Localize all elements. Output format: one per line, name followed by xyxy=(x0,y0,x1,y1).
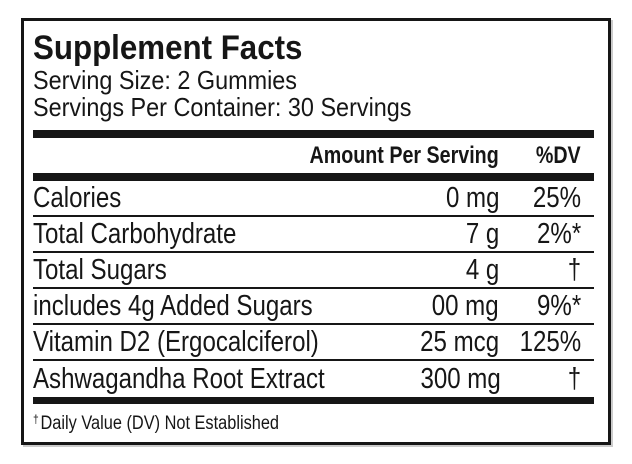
nutrient-table: Calories 0 mg 25% Total Carbohydrate 7 g… xyxy=(33,181,594,397)
serving-size-text: Serving Size: 2 Gummies xyxy=(33,65,297,95)
table-row-ashwagandha: Ashwagandha Root Extract 300 mg † xyxy=(33,361,594,397)
servings-per-container-line: Servings Per Container: 30 Servings xyxy=(33,94,594,121)
table-row-total-carbohydrate: Total Carbohydrate 7 g 2%* xyxy=(33,217,594,253)
header-amount-label: Amount Per Serving xyxy=(309,141,499,169)
panel-title-text: Supplement Facts xyxy=(33,29,303,67)
nutrient-name: Ashwagandha Root Extract xyxy=(33,362,325,395)
nutrient-amount: 4 g xyxy=(465,253,499,286)
nutrient-dv: 25% xyxy=(532,181,581,214)
header-amount-column: Amount Per Serving xyxy=(249,142,499,170)
nutrient-dv: † xyxy=(567,253,581,286)
nutrient-amount: 25 mcg xyxy=(420,325,499,358)
nutrient-amount: 00 mg xyxy=(432,289,499,322)
nutrient-dv: 9%* xyxy=(536,289,581,322)
dagger-symbol: † xyxy=(33,412,39,426)
footnote-text: Daily Value (DV) Not Established xyxy=(40,413,280,434)
panel-title: Supplement Facts xyxy=(33,29,594,67)
table-row-total-sugars: Total Sugars 4 g † xyxy=(33,253,594,289)
nutrient-amount: 7 g xyxy=(465,217,499,250)
nutrient-amount: 0 mg xyxy=(445,181,499,214)
nutrient-dv: † xyxy=(567,362,581,395)
divider-bar-top xyxy=(33,130,594,138)
servings-per-container-text: Servings Per Container: 30 Servings xyxy=(33,92,412,122)
divider-bar-bottom xyxy=(33,397,594,404)
table-header-row: Amount Per Serving %DV xyxy=(33,138,594,173)
header-dv-column: %DV xyxy=(499,142,594,170)
table-row-added-sugars: includes 4g Added Sugars 00 mg 9%* xyxy=(33,289,594,325)
nutrient-amount: 300 mg xyxy=(420,362,502,395)
supplement-facts-panel: Supplement Facts Serving Size: 2 Gummies… xyxy=(21,18,611,445)
footnote: †Daily Value (DV) Not Established xyxy=(33,412,594,436)
table-row-calories: Calories 0 mg 25% xyxy=(33,181,594,217)
nutrient-name: Calories xyxy=(33,181,122,214)
serving-size-line: Serving Size: 2 Gummies xyxy=(33,67,594,94)
table-row-vitamin-d2: Vitamin D2 (Ergocalciferol) 25 mcg 125% xyxy=(33,325,594,361)
nutrient-dv: 2%* xyxy=(536,217,581,250)
nutrient-name: Total Sugars xyxy=(33,253,167,286)
divider-bar-header xyxy=(33,173,594,181)
nutrient-name: includes 4g Added Sugars xyxy=(33,289,313,322)
nutrient-name: Total Carbohydrate xyxy=(33,217,237,250)
nutrient-dv: 125% xyxy=(519,325,581,358)
header-dv-label: %DV xyxy=(536,141,581,169)
nutrient-name: Vitamin D2 (Ergocalciferol) xyxy=(33,325,319,358)
